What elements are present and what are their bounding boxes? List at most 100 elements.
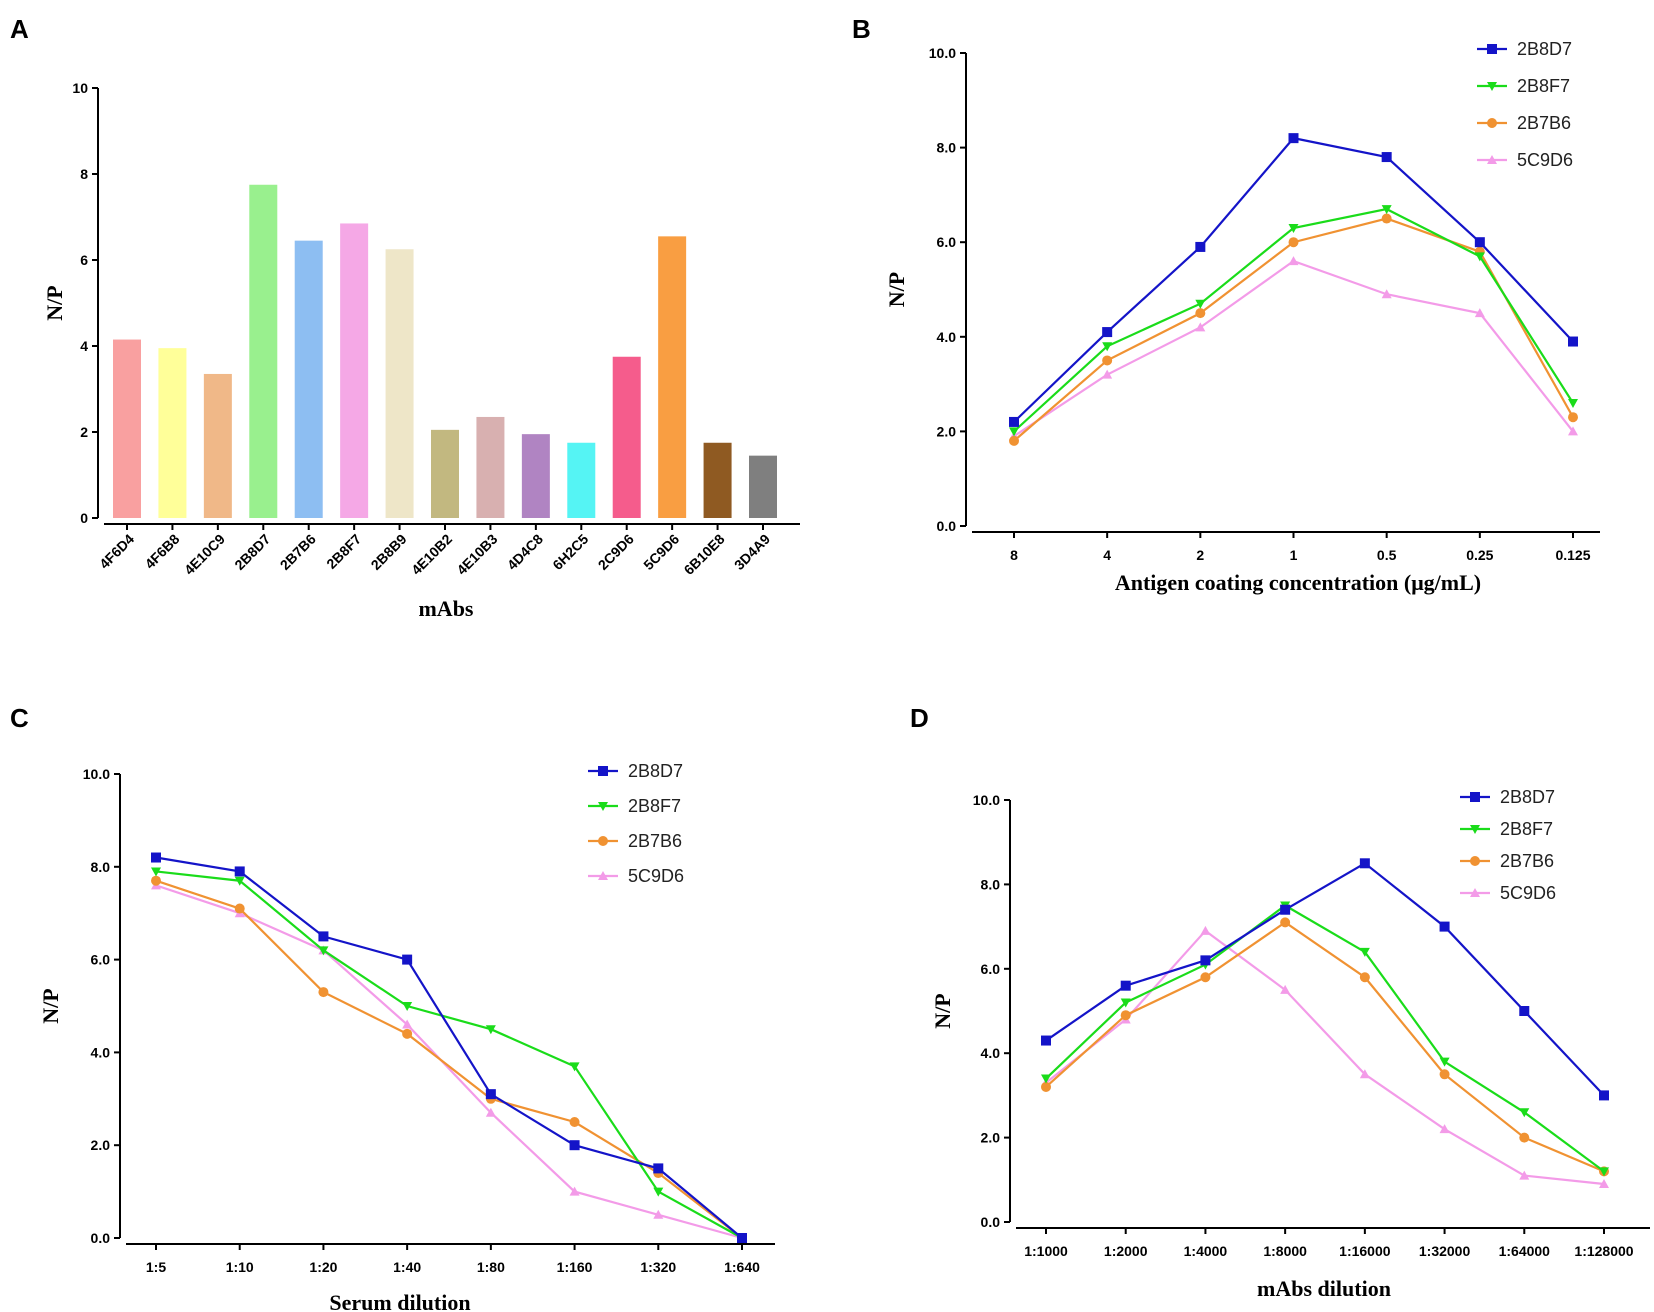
- panel-b-y-tick-label: 8.0: [937, 140, 957, 156]
- panel-d-x-tick-label: 1:1000: [1024, 1243, 1068, 1259]
- panel-d-data-point: [1280, 904, 1291, 915]
- panel-c-data-point: [318, 946, 329, 956]
- panel-c-data-point: [318, 931, 329, 942]
- panel-d-data-point: [1359, 972, 1370, 983]
- panel-c-data-point: [318, 987, 329, 998]
- panel-b-x-tick-label: 1: [1290, 547, 1298, 563]
- panel-a-y-tick-label: 10: [72, 80, 88, 96]
- panel-b-data-point: [1195, 299, 1206, 309]
- panel-a-x-tick-label: 4D4C8: [504, 531, 546, 573]
- panel-d-legend-marker: [1470, 856, 1480, 866]
- panel-a-x-tick-label: 6B10E8: [681, 531, 728, 578]
- panel-a-x-tick-label: 4E10B2: [408, 531, 455, 578]
- panel-b-line-chart: 0.0 2.0 4.0 6.0 8.0 10.0 N/P Antigen coating co…: [884, 39, 1600, 595]
- panel-a-bar: [158, 348, 187, 518]
- panel-d-y-tick-label: 10.0: [973, 792, 1000, 808]
- panel-c-legend-marker: [598, 802, 608, 811]
- panel-b-data-point: [1195, 308, 1206, 319]
- panel-b-legend-marker: [1487, 118, 1497, 128]
- panel-c-data-point: [402, 1002, 413, 1011]
- panel-d-y-tick-label: 0.0: [981, 1214, 1001, 1230]
- panel-c-data-point: [151, 875, 161, 886]
- panel-b-data-point: [1568, 336, 1578, 347]
- panel-b-y-tick-label: 2.0: [937, 423, 957, 439]
- panel-d-x-tick-label: 1:4000: [1184, 1243, 1228, 1259]
- panel-a-x-tick-label: 2C9D6: [595, 531, 637, 573]
- panel-a-bar: [385, 249, 414, 518]
- panel-a-y-tick-label: 0: [80, 510, 88, 526]
- panel-c-data-point: [569, 1117, 580, 1127]
- panel-b-y-tick-label: 10.0: [929, 45, 956, 61]
- panel-a-x-tick-label: 6H2C5: [549, 531, 591, 573]
- panel-d-data-point: [1120, 1010, 1131, 1021]
- panel-c-data-point: [151, 852, 161, 863]
- panel-c-series-line: [155, 870, 743, 1239]
- panel-b-series-line: [1013, 259, 1574, 438]
- panel-c-data-point: [569, 1186, 580, 1196]
- panel-c-y-tick-label: 8.0: [91, 859, 111, 875]
- panel-a-x-tick-label: 2B8B9: [368, 531, 410, 573]
- panel-a-x-tick-label: 4F6D4: [96, 531, 137, 572]
- panel-a-y-tick-label: 2: [80, 424, 88, 440]
- panel-d-legend-label: 2B8F7: [1500, 819, 1553, 839]
- panel-d-data-point: [1120, 998, 1131, 1008]
- panel-c-data-point: [151, 867, 161, 877]
- panel-c-y-tick-label: 6.0: [91, 952, 111, 968]
- panel-c-data-point: [234, 876, 245, 886]
- panel-c-legend-marker: [598, 766, 608, 776]
- panel-d-data-point: [1359, 858, 1370, 869]
- panel-d-data-point: [1120, 980, 1131, 991]
- panel-d-y-tick-label: 2.0: [981, 1130, 1001, 1146]
- panel-c-data-point: [653, 1209, 664, 1219]
- panel-letter-a: A: [10, 14, 29, 44]
- panel-a-x-tick-label: 4E10C9: [181, 531, 228, 578]
- panel-d-series-line: [1045, 921, 1605, 1173]
- panel-d-data-point: [1439, 1124, 1450, 1134]
- panel-a-bar: [521, 434, 550, 518]
- panel-d-data-point: [1439, 921, 1450, 932]
- panel-a-y-tick-label: 4: [80, 338, 88, 354]
- panel-d-series-line: [1045, 861, 1605, 1097]
- panel-a-bar: [203, 373, 232, 518]
- panel-b-legend-marker: [1487, 82, 1497, 91]
- panel-a-x-axis-title: mAbs: [418, 596, 473, 621]
- panel-d-data-point: [1200, 925, 1211, 935]
- panel-c-series-line: [155, 884, 743, 1240]
- panel-b-x-tick-label: 0.5: [1377, 547, 1397, 563]
- panel-a-y-axis-title: N/P: [42, 285, 67, 320]
- panel-b-data-point: [1568, 426, 1578, 436]
- panel-c-data-point: [653, 1187, 664, 1197]
- panel-c-y-tick-label: 10.0: [83, 766, 110, 782]
- panel-d-x-axis-title: mAbs dilution: [1257, 1276, 1391, 1301]
- panel-c-x-tick-label: 1:5: [146, 1259, 166, 1275]
- panel-b-data-point: [1474, 308, 1485, 318]
- panel-a-bar: [749, 455, 777, 518]
- panel-b-x-tick-label: 2: [1196, 547, 1204, 563]
- panel-a-bar: [249, 184, 278, 518]
- panel-a-bar: [476, 416, 505, 518]
- panel-d-x-tick-label: 1:64000: [1499, 1243, 1551, 1259]
- panel-c-data-point: [485, 1107, 496, 1117]
- panel-a-y-tick-label: 8: [80, 166, 88, 182]
- panel-c-data-point: [737, 1233, 747, 1243]
- panel-a-y-tick-label: 6: [80, 252, 88, 268]
- panel-d-series-line: [1045, 929, 1605, 1186]
- panel-d-legend-marker: [1470, 792, 1480, 802]
- panel-c-legend-marker: [598, 836, 608, 846]
- panel-d-legend-label: 5C9D6: [1500, 883, 1556, 903]
- panel-d-legend-marker: [1470, 825, 1480, 834]
- panel-b-x-tick-label: 0.25: [1466, 547, 1493, 563]
- panel-a-bar: [340, 223, 369, 518]
- panel-a-x-tick-label: 4F6B8: [142, 531, 183, 572]
- panel-a-bar: [703, 442, 732, 518]
- panel-b-data-point: [1381, 289, 1392, 299]
- panel-a-x-tick-label: 2B8F7: [323, 531, 364, 572]
- panel-b-legend-label: 2B7B6: [1517, 113, 1571, 133]
- panel-c-data-point: [402, 1028, 413, 1039]
- panel-d-legend-label: 2B8D7: [1500, 787, 1555, 807]
- panel-d-y-tick-label: 4.0: [981, 1045, 1001, 1061]
- panel-c-x-tick-label: 1:80: [477, 1259, 505, 1275]
- panel-b-data-point: [1102, 327, 1113, 338]
- panel-b-data-point: [1568, 412, 1578, 423]
